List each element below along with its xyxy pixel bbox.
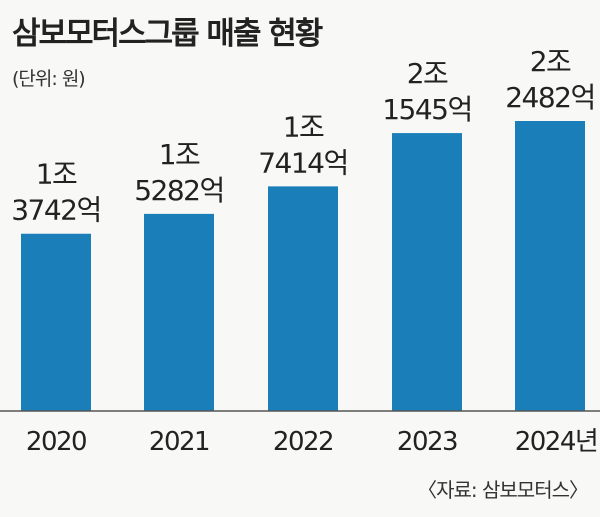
value-label: 1조 [283, 110, 324, 143]
bar-2024년 [515, 121, 585, 411]
bar-2022 [268, 186, 338, 411]
value-label: 2482억 [505, 81, 595, 114]
value-label: 2조 [407, 57, 448, 90]
bar-2023 [392, 133, 462, 412]
category-label: 2024년 [515, 427, 598, 457]
value-label: 1조 [159, 138, 200, 171]
category-label: 2022 [273, 427, 333, 457]
value-label: 1545억 [382, 93, 472, 126]
value-label: 5282억 [134, 174, 224, 207]
source-label: 〈자료: 삼보모터스〉 [417, 478, 589, 502]
category-label: 2021 [149, 427, 209, 457]
value-label: 3742억 [11, 194, 101, 227]
bar-2021 [144, 213, 214, 411]
unit-label: (단위: 원) [12, 68, 86, 90]
value-label: 2조 [530, 45, 571, 78]
value-label: 1조 [36, 158, 77, 191]
category-label: 2020 [26, 427, 86, 457]
category-label: 2023 [397, 427, 457, 457]
chart-title: 삼보모터스그룹 매출 현황 [12, 16, 323, 52]
value-label: 7414억 [258, 146, 348, 179]
bar-2020 [21, 233, 91, 411]
